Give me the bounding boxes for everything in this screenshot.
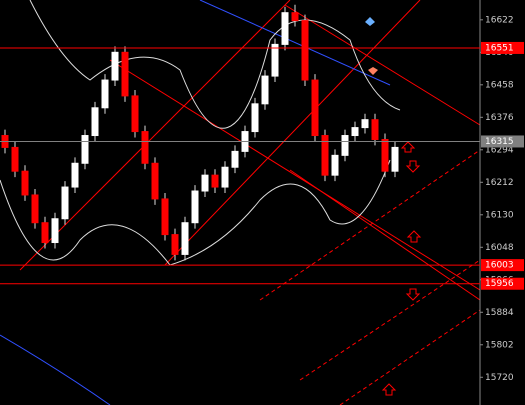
- y-tick-label: 16212: [485, 178, 514, 188]
- price-label-bg: [481, 41, 524, 54]
- moving-average: [199, 0, 391, 86]
- candle-body: [331, 154, 339, 176]
- y-tick-label: 16048: [485, 243, 514, 253]
- candle-body: [91, 107, 99, 137]
- candle-body: [41, 222, 49, 244]
- candle-body: [71, 162, 79, 188]
- candle-body: [351, 127, 359, 137]
- price-label: 16003: [485, 261, 514, 271]
- candle-body: [21, 170, 29, 196]
- candle-body: [211, 174, 219, 188]
- trend-line: [284, 4, 481, 126]
- marker: [368, 67, 378, 75]
- price-label-bg: [481, 259, 524, 272]
- signal-arrows: [381, 141, 422, 396]
- trend-line: [19, 0, 291, 271]
- candle-body: [251, 103, 259, 133]
- moving-average: [0, 334, 111, 405]
- candle-body: [271, 43, 279, 77]
- candle-body: [161, 198, 169, 236]
- candle-body: [61, 186, 69, 220]
- candle-body: [141, 131, 149, 164]
- band-line: [0, 159, 391, 266]
- price-label-bg: [481, 135, 524, 148]
- candle-body: [221, 166, 229, 188]
- trend-line: [289, 169, 481, 301]
- candle-body: [291, 12, 299, 22]
- candle-body: [341, 135, 349, 156]
- candle-body: [281, 12, 289, 45]
- candle-body: [81, 135, 89, 164]
- candle-body: [151, 162, 159, 200]
- candle-body: [51, 218, 59, 244]
- price-label: 15956: [485, 279, 514, 289]
- candle-body: [231, 150, 239, 168]
- candle-body: [171, 234, 179, 255]
- price-label: 16315: [485, 137, 514, 147]
- trend-line: [164, 0, 421, 266]
- candle-body: [31, 194, 39, 224]
- trend-line: [339, 309, 481, 405]
- arrow-up: [400, 141, 416, 153]
- candle-body: [11, 146, 19, 172]
- candle-body: [381, 138, 389, 172]
- candle-body: [261, 75, 269, 105]
- candle-body: [191, 190, 199, 224]
- price-label: 16551: [485, 43, 514, 53]
- arrow-up: [381, 383, 397, 396]
- candle-body: [101, 79, 109, 109]
- y-tick-label: 16376: [485, 113, 514, 123]
- y-tick-label: 15802: [485, 340, 514, 350]
- candle-body: [181, 222, 189, 255]
- candle-body: [321, 135, 329, 176]
- y-tick-label: 16622: [485, 15, 514, 25]
- marker: [365, 17, 375, 26]
- candle-body: [131, 95, 139, 133]
- trend-line: [109, 59, 481, 291]
- candle-body: [371, 119, 379, 140]
- candle-body: [301, 20, 309, 81]
- y-tick-label: 15884: [485, 308, 514, 318]
- price-label-bg: [481, 277, 524, 290]
- candle-body: [391, 146, 399, 172]
- y-tick-label: 15720: [485, 373, 514, 383]
- candle-body: [201, 174, 209, 192]
- trend-line: [259, 149, 481, 301]
- channel-lines: [19, 0, 481, 405]
- candle-body: [121, 51, 129, 97]
- arrow-down: [405, 160, 421, 173]
- band-line: [29, 0, 401, 129]
- candle-body: [311, 79, 319, 137]
- arrow-down: [405, 288, 421, 301]
- candle-body: [111, 51, 119, 81]
- arrow-up: [406, 230, 422, 243]
- candle-body: [361, 119, 369, 129]
- y-tick-label: 16458: [485, 80, 514, 90]
- y-tick-label: 16294: [485, 145, 514, 155]
- y-tick-label: 16130: [485, 210, 514, 220]
- trend-line: [299, 259, 481, 381]
